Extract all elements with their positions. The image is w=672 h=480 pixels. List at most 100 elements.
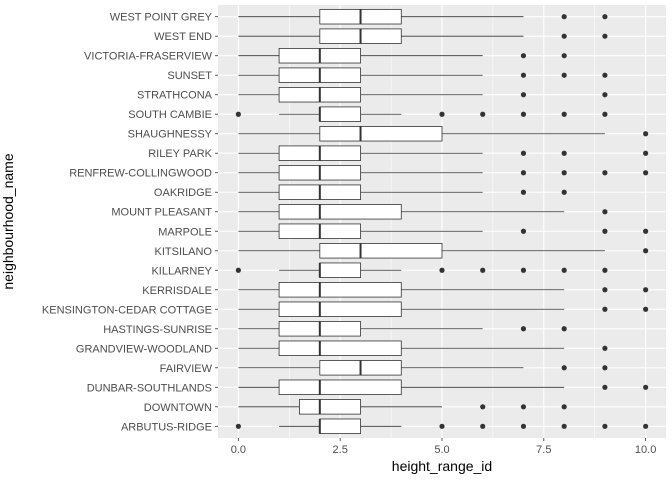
y-tick-label: KITSILANO — [155, 246, 213, 258]
outlier-point — [480, 267, 486, 273]
outlier-point — [520, 189, 527, 195]
outlier-point — [602, 365, 608, 371]
y-tick-label: WEST POINT GREY — [110, 12, 213, 24]
outlier-point — [561, 267, 567, 273]
y-tick-label: KILLARNEY — [151, 265, 212, 277]
y-axis-title: neighbourhood_name — [0, 153, 16, 289]
y-axis: WEST POINT GREY WEST END VICTORIA-FRASERVI… — [42, 12, 218, 433]
y-tick-label: GRANDVIEW-WOODLAND — [76, 343, 212, 355]
box-group — [238, 47, 567, 64]
y-tick-label: KENSINGTON-CEDAR COTTAGE — [42, 304, 212, 316]
outlier-point — [520, 423, 527, 429]
x-tick-label: 0.0 — [231, 444, 246, 456]
boxes — [235, 8, 649, 435]
outlier-point — [439, 267, 445, 273]
outlier-point — [520, 72, 527, 78]
outlier-point — [561, 72, 567, 78]
box — [278, 282, 402, 298]
y-tick-label: DOWNTOWN — [144, 402, 212, 414]
outlier-point — [520, 53, 527, 59]
outlier-point — [561, 33, 567, 39]
outlier-point — [602, 267, 608, 273]
y-tick-label: WEST END — [154, 31, 212, 43]
outlier-point — [561, 423, 567, 429]
outlier-point — [602, 228, 608, 234]
box-group — [238, 340, 608, 356]
y-tick-label: SHAUGHNESSY — [128, 129, 213, 141]
outlier-point — [561, 326, 567, 332]
outlier-point — [480, 423, 486, 429]
outlier-point — [235, 423, 241, 429]
outlier-point — [643, 150, 649, 156]
y-tick-label: STRATHCONA — [137, 90, 213, 102]
box — [278, 204, 402, 220]
box-group — [238, 145, 649, 161]
box-group — [238, 379, 649, 396]
y-tick-label: OAKRIDGE — [154, 187, 212, 199]
y-tick-label: MOUNT PLEASANT — [111, 207, 212, 219]
box-group — [238, 67, 608, 83]
outlier-point — [643, 287, 649, 293]
outlier-point — [561, 170, 567, 176]
box-group — [238, 204, 608, 220]
outlier-point — [643, 170, 649, 176]
box-group — [238, 399, 567, 415]
x-tick-label: 5.0 — [434, 444, 449, 456]
outlier-point — [520, 92, 527, 98]
outlier-point — [602, 209, 608, 215]
outlier-point — [602, 287, 608, 293]
outlier-point — [520, 267, 527, 273]
y-tick-label: RILEY PARK — [148, 148, 212, 160]
outlier-point — [520, 228, 527, 234]
outlier-point — [520, 150, 527, 156]
box — [278, 301, 402, 317]
y-tick-label: RENFREW-COLLINGWOOD — [69, 168, 212, 180]
outlier-point — [602, 14, 608, 20]
outlier-point — [520, 404, 527, 410]
outlier-point — [439, 111, 445, 117]
outlier-point — [602, 423, 608, 429]
x-axis: 0.0 2.5 5.0 7.5 10.0 — [231, 438, 656, 456]
box-group — [238, 165, 649, 181]
box-group — [238, 301, 649, 317]
outlier-point — [561, 189, 567, 195]
y-tick-label: MARPOLE — [158, 226, 212, 238]
box-group — [238, 223, 649, 239]
outlier-point — [561, 365, 567, 371]
y-tick-label: FAIRVIEW — [160, 363, 213, 375]
y-tick-label: HASTINGS-SUNRISE — [103, 324, 212, 336]
outlier-point — [643, 384, 649, 390]
y-tick-label: DUNBAR-SOUTHLANDS — [87, 382, 212, 394]
y-tick-label: KERRISDALE — [142, 285, 212, 297]
box-group — [238, 87, 608, 103]
outlier-point — [520, 326, 527, 332]
outlier-point — [480, 404, 486, 410]
outlier-point — [235, 111, 241, 117]
box — [299, 399, 361, 415]
outlier-point — [602, 384, 608, 390]
y-tick-label: ARBUTUS-RIDGE — [121, 421, 212, 433]
y-tick-label: SOUTH CAMBIE — [128, 109, 212, 121]
outlier-point — [602, 72, 608, 78]
box — [319, 126, 443, 142]
outlier-point — [643, 423, 649, 429]
outlier-point — [602, 345, 608, 351]
box — [319, 262, 361, 278]
x-tick-label: 7.5 — [536, 444, 551, 456]
outlier-point — [602, 170, 608, 176]
outlier-point — [561, 150, 567, 156]
y-tick-label: VICTORIA-FRASERVIEW — [84, 51, 213, 63]
outlier-point — [480, 111, 486, 117]
box — [278, 379, 402, 396]
outlier-point — [561, 53, 567, 59]
x-axis-title: height_range_id — [392, 458, 492, 474]
box — [319, 418, 361, 435]
outlier-point — [439, 423, 445, 429]
x-tick-label: 10.0 — [635, 444, 656, 456]
outlier-point — [602, 92, 608, 98]
outlier-point — [561, 14, 567, 20]
outlier-point — [643, 248, 649, 254]
box — [319, 243, 443, 259]
box-group — [238, 321, 567, 337]
